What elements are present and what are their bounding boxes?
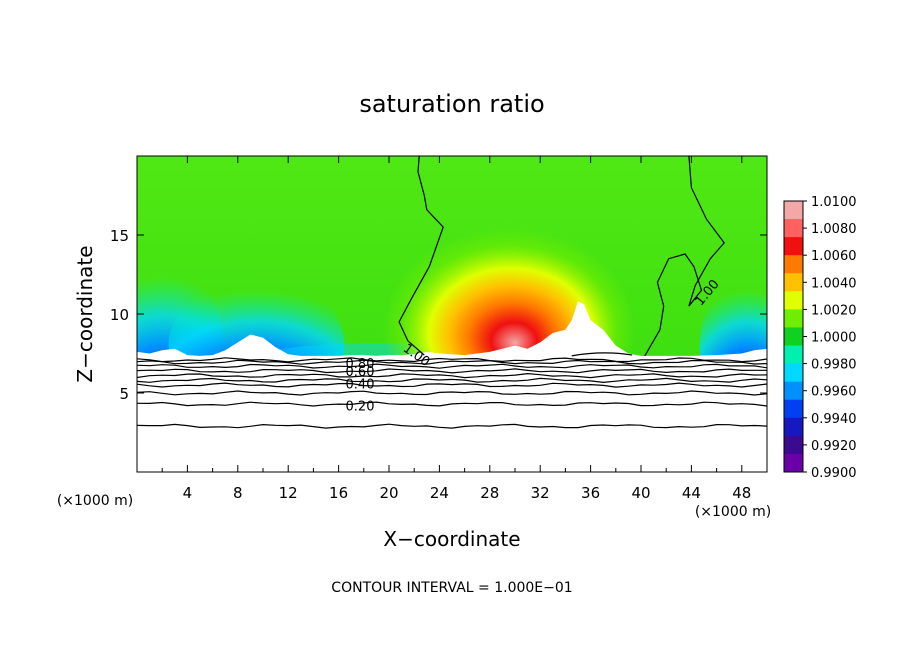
chart-title: saturation ratio xyxy=(359,90,544,118)
x-tick-label: 36 xyxy=(581,484,600,502)
x-tick-label: 24 xyxy=(430,484,449,502)
colorbar-label: 1.0020 xyxy=(811,303,857,318)
colorbar-swatch xyxy=(784,201,803,220)
below-cloud-region xyxy=(137,301,767,472)
colorbar-swatch xyxy=(784,399,803,419)
y-tick-label: 5 xyxy=(119,385,129,403)
contour-interval-note: CONTOUR INTERVAL = 1.000E−01 xyxy=(331,580,572,596)
colorbar-label: 0.9940 xyxy=(811,412,857,427)
x-tick-label: 28 xyxy=(480,484,499,502)
contour-line-1-00 xyxy=(644,156,725,357)
colorbar-swatch xyxy=(784,345,803,365)
contour-line xyxy=(137,357,767,363)
x-tick-label: 20 xyxy=(379,484,398,502)
x-tick-label: 32 xyxy=(531,484,550,502)
colorbar-swatch xyxy=(784,453,803,473)
contour-line xyxy=(137,368,767,374)
y-axis-label: Z−coordinate xyxy=(73,245,97,382)
colorbar-label: 0.9900 xyxy=(811,466,857,481)
contour-line xyxy=(137,401,767,407)
colorbar-swatch xyxy=(784,291,803,310)
colorbar-swatch xyxy=(784,219,803,238)
colorbar: 1.0100 1.0080 1.0060 1.0040 1.0020 1.0000 0.99… xyxy=(783,195,857,481)
colorbar-label: 1.0060 xyxy=(811,249,857,264)
colorbar-label: 1.0000 xyxy=(811,331,857,346)
x-tick-label: 8 xyxy=(233,484,243,502)
x-tick-label: 44 xyxy=(682,484,701,502)
contour-line xyxy=(571,352,633,357)
contour-label: 0.20 xyxy=(346,400,375,415)
colorbar-label: 0.9920 xyxy=(811,439,857,454)
colorbar-swatch xyxy=(784,327,803,347)
colorbar-label: 1.0100 xyxy=(811,195,857,210)
contour-line xyxy=(137,382,767,388)
contour-line xyxy=(137,363,767,369)
contour-label: 0.40 xyxy=(346,378,375,393)
colorbar-label: 1.0080 xyxy=(811,222,857,237)
colorbar-swatch xyxy=(784,237,803,256)
colorbar-label: 0.9960 xyxy=(811,385,857,400)
contour-line xyxy=(137,372,767,379)
x-tick-label: 40 xyxy=(631,484,650,502)
x-axis-label: X−coordinate xyxy=(383,527,520,551)
x-tick-label: 48 xyxy=(732,484,751,502)
colorbar-swatch xyxy=(784,255,803,274)
y-tick-label: 10 xyxy=(110,306,129,324)
x-tick-label: 4 xyxy=(183,484,193,502)
contour-line xyxy=(137,377,767,384)
colorbar-label: 0.9980 xyxy=(811,358,857,373)
colorbar-swatch xyxy=(784,417,803,437)
x-unit-left: (×1000 m) xyxy=(57,493,133,509)
x-tick-label: 12 xyxy=(279,484,298,502)
y-tick-label: 15 xyxy=(110,227,129,245)
colorbar-swatch xyxy=(784,309,803,328)
colorbar-label: 1.0040 xyxy=(811,276,857,291)
contour-label: 0.80 xyxy=(346,357,375,372)
x-unit-right: (×1000 m) xyxy=(695,504,771,520)
contour-label: 0.60 xyxy=(346,365,375,380)
colorbar-swatch xyxy=(784,435,803,455)
colorbar-swatch xyxy=(784,273,803,292)
contour-line xyxy=(137,359,767,365)
contour-line-1-00 xyxy=(398,156,444,356)
colorbar-swatch xyxy=(784,381,803,401)
plot-area: 1.001.000.800.600.400.20 xyxy=(137,156,767,472)
contour-line xyxy=(137,390,767,396)
colorbar-swatch xyxy=(784,363,803,383)
contour-line xyxy=(137,423,767,429)
x-tick-label: 16 xyxy=(329,484,348,502)
